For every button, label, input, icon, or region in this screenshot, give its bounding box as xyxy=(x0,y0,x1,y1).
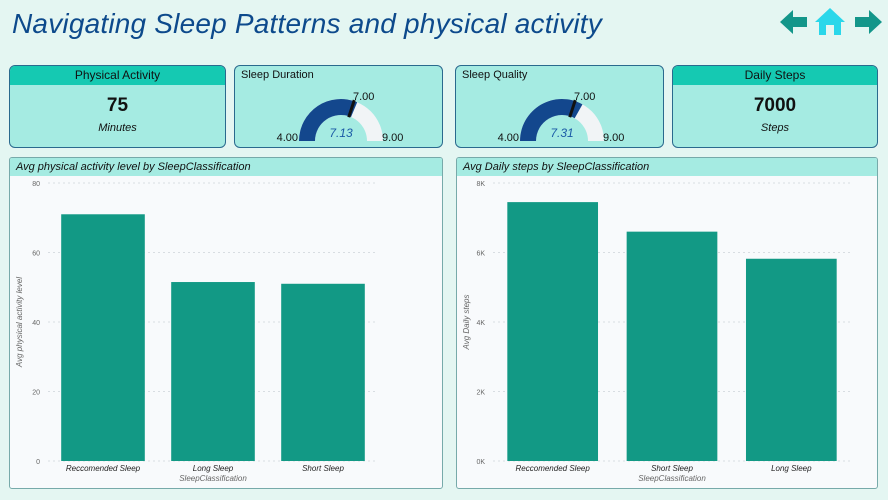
sleep-duration-gauge[interactable]: Sleep Duration 7.13 4.00 9.00 7.00 xyxy=(234,65,443,148)
bar-chart: 0K 2K 4K 6K 8K Reccomended Sleep Short Sleep Lo… xyxy=(462,181,851,483)
card-value: 75 xyxy=(106,95,129,116)
daily-steps-chart-panel[interactable]: Avg Daily steps by SleepClassification 0… xyxy=(456,157,878,489)
x-tick-label: Reccomended Sleep xyxy=(516,464,591,473)
card-unit: Minutes xyxy=(98,122,137,134)
gauge-min-label: 4.00 xyxy=(498,132,519,144)
gauge-target-label: 7.00 xyxy=(353,91,374,103)
sleep-quality-gauge[interactable]: Sleep Quality 7.31 4.00 9.00 7.00 xyxy=(455,65,664,148)
y-tick-label: 8K xyxy=(476,181,485,188)
gauge-fill xyxy=(520,98,583,141)
gauge-chart: 7.13 4.00 9.00 7.00 xyxy=(277,91,404,144)
gauge-fill xyxy=(299,99,358,141)
physical-activity-chart-panel[interactable]: Avg physical activity level by SleepClas… xyxy=(9,157,443,489)
y-tick-label: 0 xyxy=(36,459,40,466)
daily-steps-card[interactable]: Daily Steps 7000 Steps xyxy=(672,65,878,148)
gauge-value-label: 7.13 xyxy=(329,126,353,140)
x-axis-title: SleepClassification xyxy=(638,474,706,483)
bar-chart: 0 20 40 60 80 Reccomended Sleep Long Sleep Shor… xyxy=(15,181,378,483)
x-tick-label: Short Sleep xyxy=(651,464,693,473)
bar[interactable] xyxy=(626,231,718,461)
card-label: Daily Steps xyxy=(673,66,877,85)
x-tick-label: Short Sleep xyxy=(302,464,344,473)
bar[interactable] xyxy=(745,258,837,461)
gauge-max-label: 9.00 xyxy=(603,132,624,144)
forward-button[interactable] xyxy=(853,6,883,38)
x-axis-title: SleepClassification xyxy=(179,474,247,483)
bar[interactable] xyxy=(61,214,145,461)
gauge-max-label: 9.00 xyxy=(382,132,403,144)
chart-title: Avg physical activity level by SleepClas… xyxy=(10,158,442,176)
y-tick-label: 80 xyxy=(32,181,40,188)
back-button[interactable] xyxy=(779,6,809,38)
home-icon xyxy=(815,8,845,35)
x-tick-label: Reccomended Sleep xyxy=(66,464,141,473)
page-title: Navigating Sleep Patterns and physical a… xyxy=(12,8,602,39)
physical-activity-card[interactable]: Physical Activity 75 Minutes xyxy=(9,65,226,148)
gauge-target-marker xyxy=(568,99,577,118)
arrow-right-icon xyxy=(855,10,882,34)
gauge-title: Sleep Quality xyxy=(462,69,528,81)
arrow-left-icon xyxy=(780,10,807,34)
y-tick-label: 0K xyxy=(476,459,485,466)
bar[interactable] xyxy=(507,202,599,462)
gauge-target-marker xyxy=(347,99,356,118)
y-tick-label: 2K xyxy=(476,390,485,397)
gauge-min-label: 4.00 xyxy=(277,132,298,144)
bar[interactable] xyxy=(171,282,255,461)
y-tick-label: 20 xyxy=(32,390,40,397)
home-button[interactable] xyxy=(814,6,846,38)
chart-title: Avg Daily steps by SleepClassification xyxy=(457,158,877,176)
gauge-title: Sleep Duration xyxy=(241,69,314,81)
gauge-chart: 7.31 4.00 9.00 7.00 xyxy=(498,91,625,144)
card-unit: Steps xyxy=(760,122,790,134)
card-value: 7000 xyxy=(753,95,797,116)
y-tick-label: 6K xyxy=(476,251,485,258)
y-axis-title: Avg physical activity level xyxy=(15,277,24,368)
y-tick-label: 40 xyxy=(32,320,40,327)
x-tick-label: Long Sleep xyxy=(771,464,812,473)
x-tick-label: Long Sleep xyxy=(193,464,234,473)
gauge-value-label: 7.31 xyxy=(550,126,573,140)
y-tick-label: 4K xyxy=(476,320,485,327)
y-axis-title: Avg Daily steps xyxy=(462,295,471,351)
bar[interactable] xyxy=(281,283,365,461)
y-tick-label: 60 xyxy=(32,251,40,258)
card-label: Physical Activity xyxy=(10,66,225,85)
gauge-target-label: 7.00 xyxy=(574,91,595,103)
